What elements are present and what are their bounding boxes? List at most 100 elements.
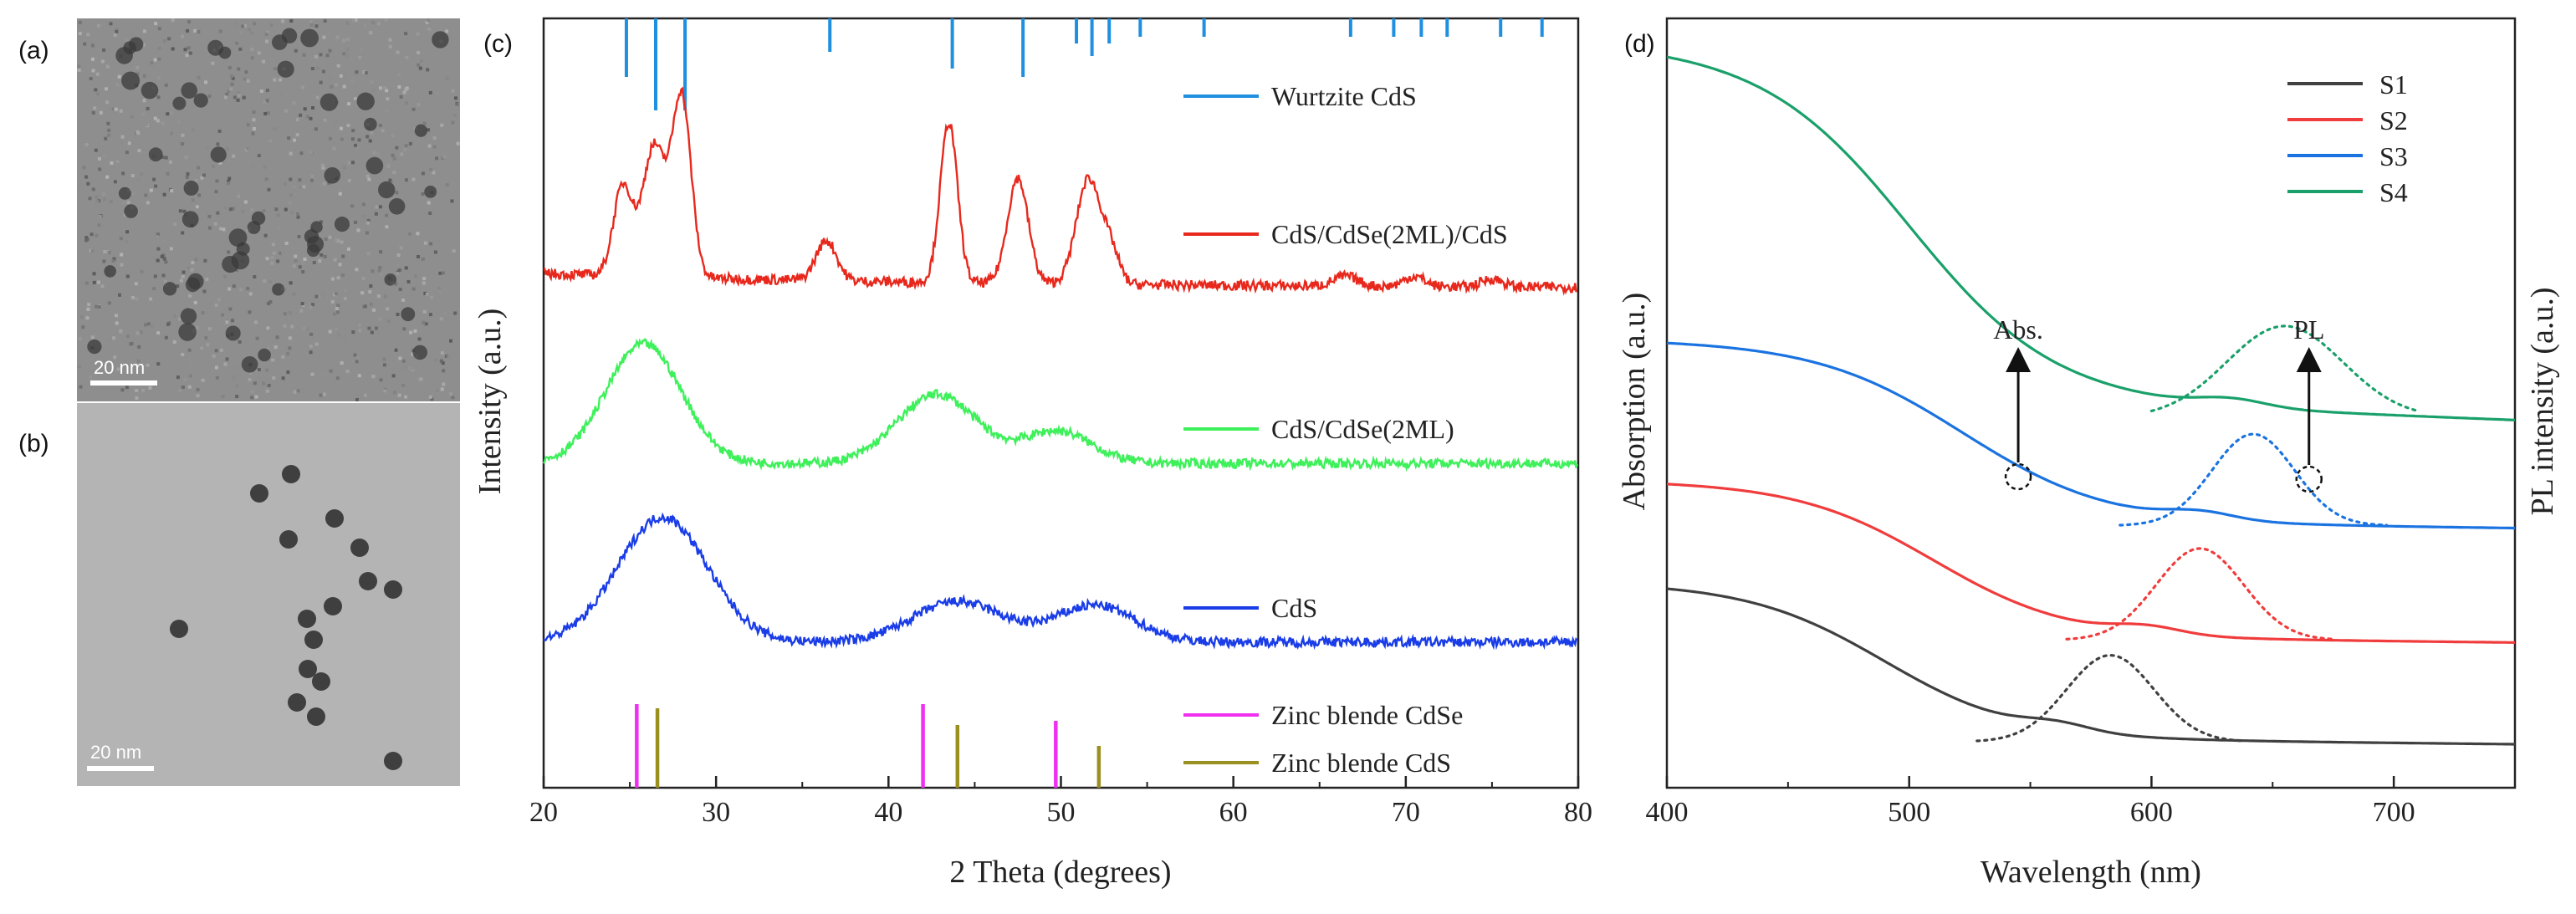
tem-noise-speck [185,175,189,179]
tem-noise-speck [228,307,233,311]
nanoparticle [312,672,330,691]
tem-noise-speck [272,251,276,255]
tem-noise-speck [413,329,417,333]
tem-noise-speck [395,146,399,150]
tem-noise-speck [335,237,339,242]
tem-noise-speck [361,277,365,281]
tem-noise-speck [391,134,395,138]
tem-noise-speck [273,67,277,71]
tem-noise-speck [141,112,146,116]
tem-noise-speck [196,394,200,398]
tem-noise-speck [323,118,327,122]
nanoparticle [319,93,338,111]
tem-noise-speck [263,165,267,169]
nanoparticle [310,221,323,233]
tem-noise-speck [265,39,268,43]
tem-noise-speck [365,231,369,235]
tem-noise-speck [267,301,271,305]
tem-noise-speck [227,66,232,69]
tem-noise-speck [149,297,153,301]
tem-noise-speck [310,67,314,70]
legend-label: CdS/CdSe(2ML) [1271,414,1454,444]
tem-noise-speck [417,63,420,67]
tem-noise-speck [378,205,382,209]
tem-noise-speck [428,212,432,215]
tem-noise-speck [355,70,359,74]
tem-noise-speck [378,266,382,269]
tem-noise-speck [107,128,111,132]
tem-noise-speck [187,348,192,352]
tem-noise-speck [351,359,355,363]
tem-noise-speck [109,22,113,26]
xrd-series-line [544,86,1577,296]
tem-noise-speck [233,365,237,369]
tem-noise-speck [116,367,120,371]
tem-noise-speck [425,292,429,296]
tem-noise-speck [364,23,368,28]
tem-noise-speck [86,33,90,37]
tem-noise-speck [170,189,174,193]
tem-noise-speck [138,97,142,101]
tem-noise-speck [243,23,247,28]
tem-noise-speck [216,211,220,215]
tem-noise-speck [237,91,241,95]
tem-noise-speck [78,336,82,340]
tem-noise-speck [292,185,296,189]
tem-noise-speck [350,79,355,83]
tem-noise-speck [239,288,243,292]
nanoparticle [359,572,377,590]
tem-noise-speck [105,250,110,254]
nanoparticle [178,323,197,341]
tem-noise-speck [194,258,198,262]
nanoparticle [180,308,197,324]
tem-noise-speck [436,91,440,95]
tem-noise-speck [328,329,332,334]
tem-noise-speck [197,178,202,182]
tem-noise-speck [442,155,447,159]
tem-noise-speck [188,51,192,55]
tem-noise-speck [95,304,98,309]
tem-noise-speck [440,351,444,355]
tem-noise-speck [314,24,319,28]
tem-noise-speck [95,199,100,203]
tem-noise-speck [392,391,396,395]
tem-noise-speck [130,174,135,178]
tem-noise-speck [426,18,430,22]
tem-noise-speck [421,171,425,176]
tem-noise-speck [254,368,258,372]
panel-d-tag: (d) [1624,30,1655,58]
tem-noise-speck [253,22,257,26]
tem-noise-speck [157,57,161,61]
tem-noise-speck [91,110,95,115]
tem-noise-speck [454,96,457,100]
tem-noise-speck [115,29,119,33]
tem-noise-speck [292,292,296,296]
tem-noise-speck [214,365,218,370]
tem-noise-speck [265,99,269,103]
tem-noise-speck [350,137,355,141]
tem-noise-speck [289,211,294,215]
tem-noise-speck [289,151,293,156]
tem-noise-speck [343,166,346,170]
x-tick-label: 500 [1888,797,1930,828]
tem-noise-speck [289,311,292,315]
tem-noise-speck [191,128,195,132]
tem-noise-speck [355,398,359,401]
tem-noise-speck [251,131,255,135]
scale-bar-a-label: 20 nm [94,357,145,378]
tem-noise-speck [429,167,433,171]
tem-noise-speck [417,103,421,107]
tem-noise-speck [241,209,245,213]
tem-image-a-texture [77,18,460,401]
tem-noise-speck [157,27,161,31]
tem-noise-speck [273,78,277,82]
tem-noise-speck [265,389,269,393]
spectra-x-ticks: 400 500 600 700 [1646,776,2415,828]
annotation-label: Abs. [1993,314,2043,345]
tem-noise-speck [320,293,325,297]
tem-noise-speck [163,279,167,283]
tem-noise-speck [253,381,257,386]
tem-noise-speck [140,172,144,176]
tem-noise-speck [283,312,287,316]
tem-noise-speck [181,231,185,235]
